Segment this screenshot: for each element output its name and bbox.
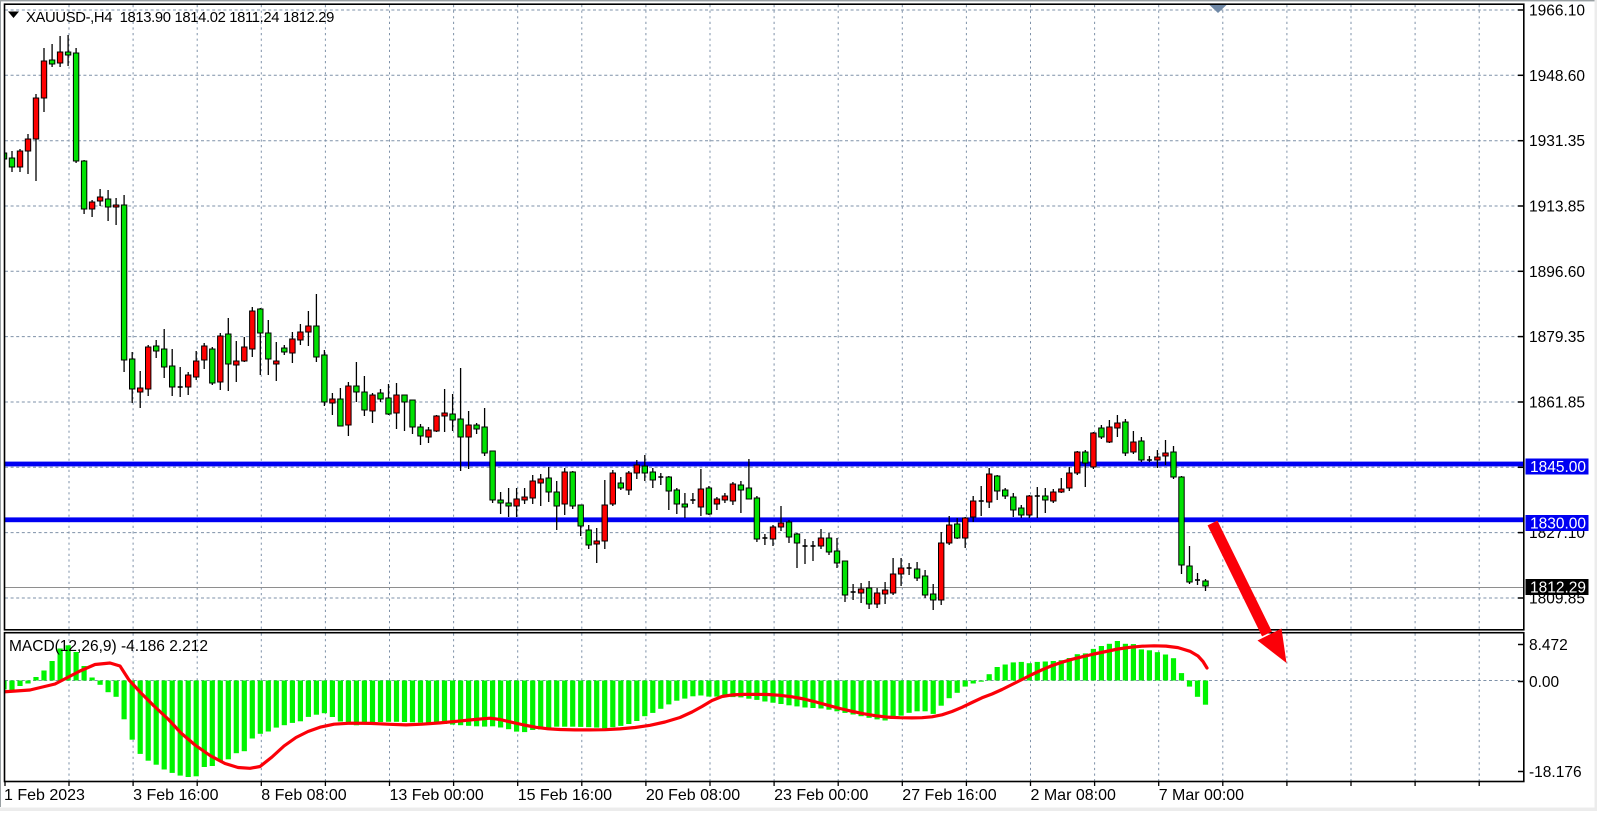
svg-text:1845.00: 1845.00 [1530, 459, 1586, 476]
svg-text:1896.60: 1896.60 [1529, 264, 1585, 281]
svg-text:1830.00: 1830.00 [1530, 516, 1586, 533]
svg-text:1 Feb 2023: 1 Feb 2023 [4, 787, 85, 804]
svg-text:27 Feb 16:00: 27 Feb 16:00 [902, 787, 996, 804]
svg-text:3 Feb 16:00: 3 Feb 16:00 [133, 787, 219, 804]
svg-text:23 Feb 00:00: 23 Feb 00:00 [774, 787, 868, 804]
svg-text:8.472: 8.472 [1529, 637, 1568, 654]
svg-text:13 Feb 00:00: 13 Feb 00:00 [390, 787, 484, 804]
svg-text:1861.85: 1861.85 [1529, 395, 1585, 412]
svg-text:1966.10: 1966.10 [1529, 3, 1585, 20]
svg-text:20 Feb 08:00: 20 Feb 08:00 [646, 787, 740, 804]
svg-text:MACD(12,26,9) -4.186 2.212: MACD(12,26,9) -4.186 2.212 [9, 638, 208, 655]
svg-text:7 Mar 00:00: 7 Mar 00:00 [1159, 787, 1244, 804]
svg-text:1948.60: 1948.60 [1529, 68, 1585, 85]
svg-text:1812.29: 1812.29 [1530, 580, 1586, 597]
svg-text:0.00: 0.00 [1529, 674, 1560, 691]
svg-text:2 Mar 08:00: 2 Mar 08:00 [1031, 787, 1116, 804]
svg-text:1913.85: 1913.85 [1529, 199, 1585, 216]
svg-text:8 Feb 08:00: 8 Feb 08:00 [261, 787, 347, 804]
svg-text:1931.35: 1931.35 [1529, 133, 1585, 150]
svg-text:1879.35: 1879.35 [1529, 329, 1585, 346]
svg-text:-18.176: -18.176 [1529, 764, 1582, 781]
svg-text:XAUUSD-,H4 1813.90 1814.02 18: XAUUSD-,H4 1813.90 1814.02 1811.24 1812.… [26, 10, 334, 26]
svg-text:15 Feb 16:00: 15 Feb 16:00 [518, 787, 612, 804]
